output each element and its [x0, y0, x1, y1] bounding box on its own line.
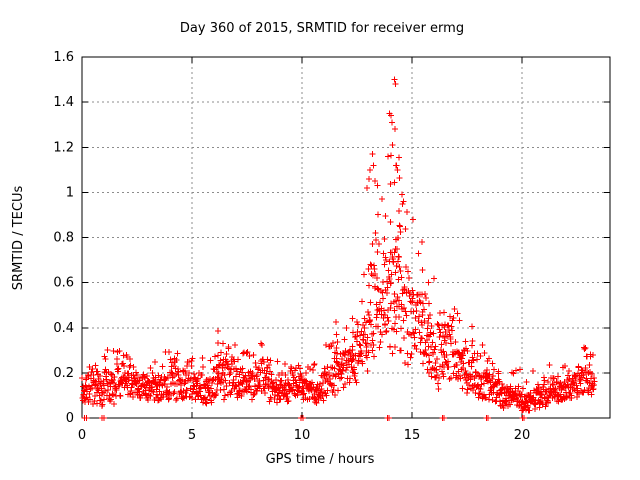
axes-layer [81, 56, 611, 419]
x-tick-label: 20 [514, 428, 531, 443]
y-tick-label: 0.6 [53, 276, 74, 291]
x-tick-label: 10 [294, 428, 311, 443]
scatter-points [79, 76, 598, 421]
tick-labels-layer: 0 5 10 15 20 0 0.2 0.4 0.6 0.8 1 1.2 1.4 1.6 [53, 50, 530, 443]
x-tick-label: 15 [404, 428, 421, 443]
chart-title: Day 360 of 2015, SRMTID for receiver erm… [180, 21, 464, 36]
y-tick-label: 0.8 [53, 231, 74, 246]
y-tick-label: 1.2 [53, 140, 74, 155]
y-tick-label: 0 [66, 411, 74, 426]
x-tick-label: 0 [78, 428, 86, 443]
x-axis-label: GPS time / hours [266, 452, 375, 467]
y-tick-label: 1.4 [53, 95, 74, 110]
y-tick-label: 0.4 [53, 321, 74, 336]
y-tick-label: 1.6 [53, 50, 74, 65]
grid-layer [82, 57, 610, 418]
scatter-layer [79, 76, 598, 421]
y-axis-label: SRMTID / TECUs [11, 186, 26, 291]
x-tick-label: 5 [188, 428, 196, 443]
y-tick-label: 1 [66, 185, 74, 200]
y-tick-label: 0.2 [53, 366, 74, 381]
